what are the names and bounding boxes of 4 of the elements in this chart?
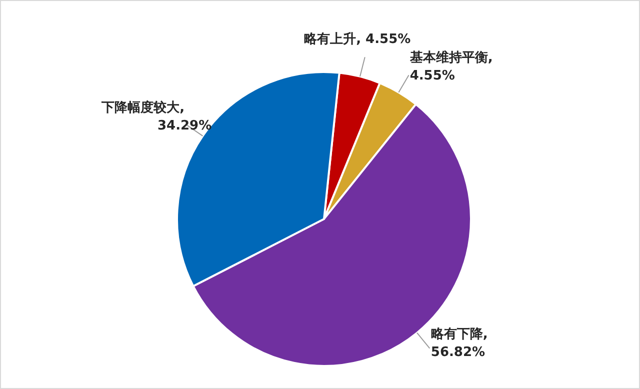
slice-label: 略有下降, 56.82% <box>430 326 488 360</box>
slice-label: 略有上升, 4.55% <box>304 31 411 48</box>
slice-label: 下降幅度较大, 34.29% <box>100 100 212 134</box>
slice-label: 基本维持平衡, 4.55% <box>408 49 493 84</box>
